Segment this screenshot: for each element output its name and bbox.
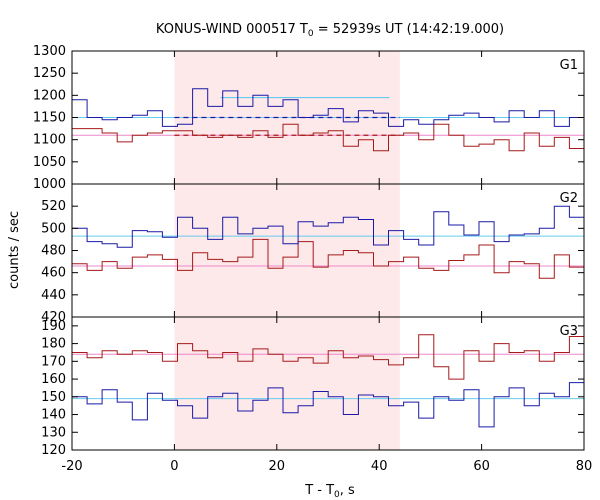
series-red-g2 <box>72 238 584 279</box>
panel-label-g1: G1 <box>560 58 578 73</box>
y-tick-label: 140 <box>41 408 66 423</box>
y-tick-label: 1050 <box>33 155 66 170</box>
plot-area: 1000105011001150120012501300G14204404604… <box>33 44 592 474</box>
y-tick-label: 480 <box>41 244 66 259</box>
x-tick-label: 40 <box>371 459 388 474</box>
panel-frame <box>71 316 585 451</box>
x-tick-label: -20 <box>61 459 82 474</box>
x-tick-label: 80 <box>576 459 593 474</box>
y-tick-label: 150 <box>41 390 66 405</box>
panel-label-g3: G3 <box>560 324 578 339</box>
series-blue-g3 <box>72 382 584 428</box>
chart-title: KONUS-WIND 000517 T0 = 52939s UT (14:42:… <box>156 22 504 39</box>
y-tick-label: 130 <box>41 425 66 440</box>
y-tick-label: 520 <box>41 199 66 214</box>
y-tick-label: 1100 <box>33 133 66 148</box>
y-tick-label: 1250 <box>33 66 66 81</box>
y-tick-label: 180 <box>41 337 66 352</box>
series-red-g3 <box>72 334 584 380</box>
panel-g3: 120 130 140 150 160 170 180 190 G3 <box>41 316 585 458</box>
panel-g1: 1000 1050 1100 1150 1200 1250 1300 G1 <box>33 44 585 192</box>
y-tick-label: 190 <box>41 319 66 334</box>
x-axis-label: T - T0, s <box>304 483 355 500</box>
y-tick-label: 440 <box>41 288 66 303</box>
y-tick-label: 1300 <box>33 44 66 59</box>
y-tick-label: 120 <box>41 443 66 458</box>
y-tick-label: 170 <box>41 354 66 369</box>
series-blue-g2 <box>72 205 584 248</box>
y-tick-label: 500 <box>41 221 66 236</box>
y-axis-label: counts / sec <box>7 211 22 289</box>
x-tick-label: 0 <box>170 459 178 474</box>
y-tick-label: 1200 <box>33 88 66 103</box>
y-tick-label: 160 <box>41 372 66 387</box>
panel-label-g2: G2 <box>560 191 578 206</box>
x-tick-label: 60 <box>473 459 490 474</box>
y-tick-label: 1000 <box>33 177 66 192</box>
panel-g2: 420 440 460 480 500 520 G2 <box>41 183 585 325</box>
x-tick-label: 20 <box>269 459 286 474</box>
series-blue-g1 <box>72 88 584 127</box>
y-tick-label: 1150 <box>33 111 66 126</box>
y-tick-label: 460 <box>41 266 66 281</box>
y-tick-label: 420 <box>41 310 66 325</box>
series-red-g1 <box>72 123 584 152</box>
